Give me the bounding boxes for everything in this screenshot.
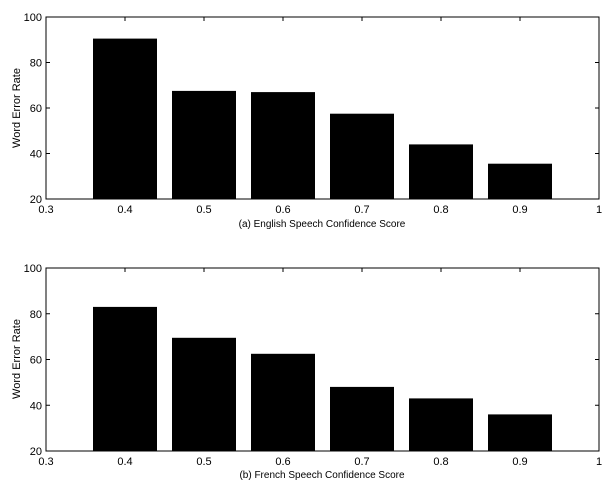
y-tick-label: 20 bbox=[30, 446, 42, 458]
bar bbox=[93, 38, 157, 199]
y-tick-label: 80 bbox=[30, 58, 42, 70]
bar bbox=[251, 353, 315, 451]
bar bbox=[93, 306, 157, 451]
bar bbox=[330, 113, 394, 199]
y-axis-label: Word Error Rate bbox=[11, 68, 23, 148]
x-tick-label: 0.5 bbox=[196, 204, 211, 216]
bar bbox=[488, 163, 552, 199]
x-tick-label: 0.9 bbox=[512, 204, 527, 216]
y-axis-label: Word Error Rate bbox=[11, 319, 23, 399]
bar bbox=[488, 414, 552, 451]
x-axis-label: (a) English Speech Confidence Score bbox=[239, 219, 406, 230]
x-axis-label: (b) French Speech Confidence Score bbox=[239, 470, 405, 480]
y-axis-ticks: 20 40 60 80 100 bbox=[24, 12, 599, 206]
bar bbox=[409, 398, 473, 451]
x-tick-label: 0.3 bbox=[38, 204, 53, 216]
x-tick-label: 0.3 bbox=[38, 456, 53, 468]
bar bbox=[330, 386, 394, 451]
x-tick-label: 0.6 bbox=[275, 204, 290, 216]
y-tick-label: 20 bbox=[30, 194, 42, 206]
chart-french: 20 40 60 80 100 0.3 0.4 0.5 0.6 0.7 0.8 0.9 1 Word … bbox=[11, 263, 602, 480]
bar-series bbox=[93, 38, 552, 199]
x-tick-label: 0.6 bbox=[275, 456, 290, 468]
x-axis-ticks: 0.3 0.4 0.5 0.6 0.7 0.8 0.9 1 bbox=[38, 17, 602, 216]
y-tick-label: 60 bbox=[30, 103, 42, 115]
x-tick-label: 0.4 bbox=[117, 204, 132, 216]
x-tick-label: 0.9 bbox=[512, 456, 527, 468]
x-tick-label: 1 bbox=[596, 456, 602, 468]
bar bbox=[409, 144, 473, 199]
x-tick-label: 0.5 bbox=[196, 456, 211, 468]
x-tick-label: 0.7 bbox=[354, 204, 369, 216]
x-tick-label: 0.8 bbox=[433, 204, 448, 216]
bar bbox=[172, 337, 236, 451]
y-tick-label: 80 bbox=[30, 309, 42, 321]
x-tick-label: 0.7 bbox=[354, 456, 369, 468]
bar bbox=[172, 90, 236, 199]
x-tick-label: 0.8 bbox=[433, 456, 448, 468]
y-tick-label: 100 bbox=[24, 12, 42, 24]
y-tick-label: 60 bbox=[30, 355, 42, 367]
bar bbox=[251, 92, 315, 199]
y-tick-label: 40 bbox=[30, 149, 42, 161]
x-tick-label: 0.4 bbox=[117, 456, 132, 468]
x-tick-label: 1 bbox=[596, 204, 602, 216]
chart-english: 20 40 60 80 100 0.3 0.4 0.5 0.6 0.7 0.8 0.9 1 Word … bbox=[11, 12, 602, 230]
x-axis-ticks: 0.3 0.4 0.5 0.6 0.7 0.8 0.9 1 bbox=[38, 268, 602, 468]
bar-series bbox=[93, 306, 552, 451]
y-tick-label: 40 bbox=[30, 400, 42, 412]
y-tick-label: 100 bbox=[24, 263, 42, 275]
y-axis-ticks: 20 40 60 80 100 bbox=[24, 263, 599, 458]
